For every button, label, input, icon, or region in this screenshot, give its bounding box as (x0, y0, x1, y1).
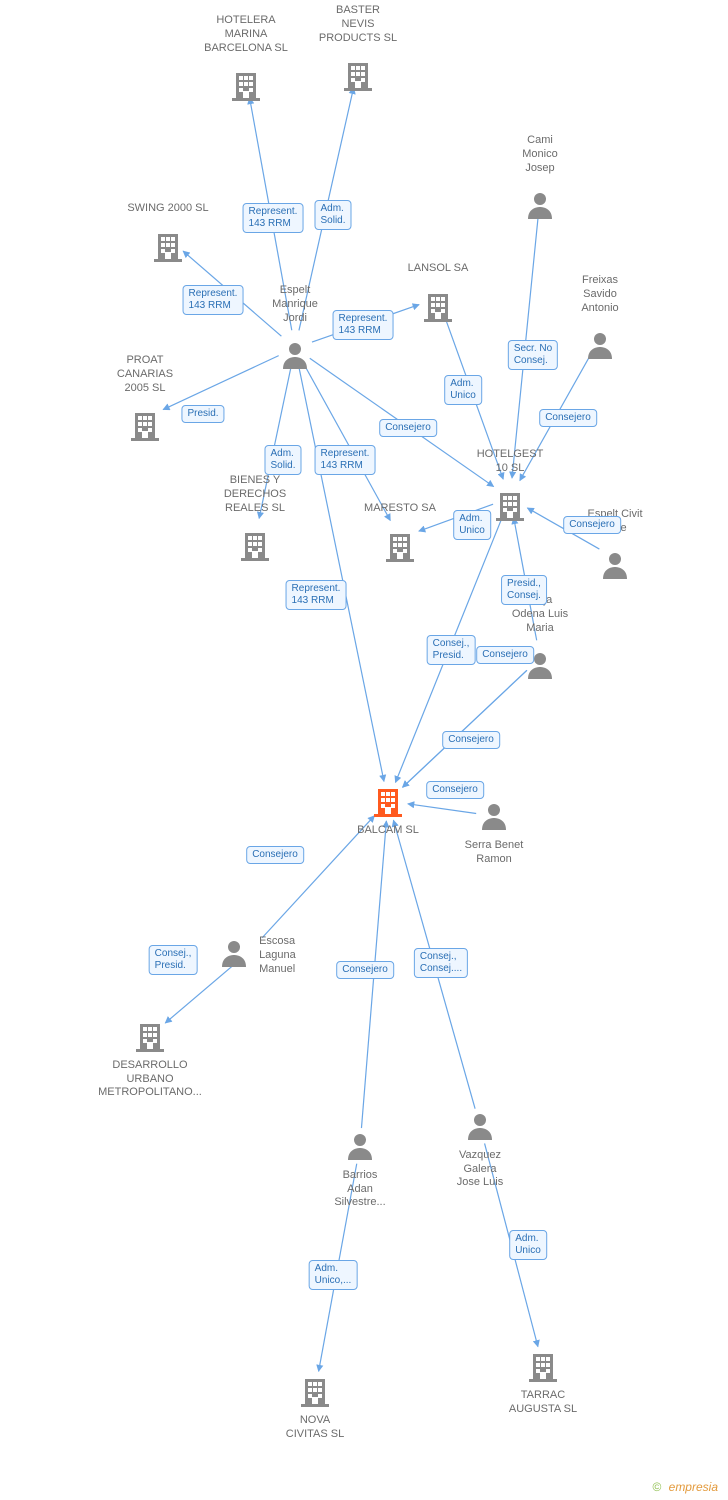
edge-label: Represent. 143 RRM (286, 580, 347, 610)
edge-label: Secr. No Consej. (508, 340, 558, 370)
node-aluja: Aluja Odena Luis Maria (485, 594, 595, 688)
company-icon (494, 489, 526, 526)
edge-label: Consejero (476, 646, 534, 664)
company-icon (372, 785, 404, 822)
edge-label: Represent. 143 RRM (315, 445, 376, 475)
node-swing: SWING 2000 SL (113, 202, 223, 268)
edge-line (304, 364, 391, 521)
node-hotelera: HOTELERA MARINA BARCELONA SL (191, 14, 301, 108)
node-serra: Serra Benet Ramon (439, 800, 549, 866)
edge-label: Consejero (442, 731, 500, 749)
edge-label: Adm. Unico (509, 1230, 547, 1260)
node-label: DESARROLLO URBANO METROPOLITANO... (95, 1059, 205, 1100)
person-icon (599, 549, 631, 586)
edge-label: Consejero (379, 419, 437, 437)
edge-label: Adm. Unico (453, 510, 491, 540)
company-icon (152, 230, 184, 267)
edge-label: Represent. 143 RRM (183, 285, 244, 315)
node-label: BIENES Y DERECHOS REALES SL (200, 474, 310, 515)
edge-label: Adm. Solid. (264, 445, 301, 475)
node-label: HOTELGEST 10 SL (455, 448, 565, 476)
edge-label: Consej., Presid. (427, 635, 476, 665)
node-label: NOVA CIVITAS SL (260, 1414, 370, 1442)
node-barrios: Barrios Adan Silvestre... (305, 1130, 415, 1210)
edge-label: Consejero (246, 846, 304, 864)
footer-watermark: © empresia (652, 1480, 718, 1494)
person-icon (478, 800, 510, 837)
edge-line (403, 670, 527, 787)
node-tarrac: TARRAC AUGUSTA SL (488, 1350, 598, 1416)
edge-label: Adm. Unico,... (309, 1260, 358, 1290)
company-icon (422, 290, 454, 327)
node-label: Vazquez Galera Jose Luis (425, 1149, 535, 1190)
node-freixas: Freixas Savido Antonio (545, 274, 655, 368)
company-icon (239, 529, 271, 566)
edge-label: Consejero (336, 961, 394, 979)
copyright-symbol: © (652, 1480, 661, 1494)
node-label: LANSOL SA (383, 262, 493, 276)
node-nova: NOVA CIVITAS SL (260, 1375, 370, 1441)
edge-label: Adm. Solid. (314, 200, 351, 230)
person-icon (524, 189, 556, 226)
person-icon (464, 1110, 496, 1147)
node-cami: Cami Monico Josep (485, 134, 595, 228)
edge-label: Presid. (181, 405, 224, 423)
network-diagram: HOTELERA MARINA BARCELONA SL BASTER NEVI… (0, 0, 728, 1500)
edge-label: Consej., Presid. (149, 945, 198, 975)
edges-layer (0, 0, 728, 1500)
node-label: Serra Benet Ramon (439, 839, 549, 867)
company-icon (384, 530, 416, 567)
company-icon (134, 1020, 166, 1057)
node-desarrollo: DESARROLLO URBANO METROPOLITANO... (95, 1020, 205, 1100)
node-label: Barrios Adan Silvestre... (305, 1169, 415, 1210)
edge-label: Represent. 143 RRM (243, 203, 304, 233)
edge-line (299, 366, 384, 782)
person-icon (584, 329, 616, 366)
node-label: PROAT CANARIAS 2005 SL (90, 354, 200, 395)
edge-label: Consejero (563, 516, 621, 534)
edge-label: Represent. 143 RRM (333, 310, 394, 340)
edge-label: Presid., Consej. (501, 575, 547, 605)
edge-label: Consejero (539, 409, 597, 427)
edge-label: Consej., Consej.... (414, 948, 468, 978)
company-icon (342, 59, 374, 96)
company-icon (230, 69, 262, 106)
person-icon (279, 339, 311, 376)
person-icon (344, 1130, 376, 1167)
node-proat: PROAT CANARIAS 2005 SL (90, 354, 200, 448)
company-icon (129, 409, 161, 446)
node-label: SWING 2000 SL (113, 202, 223, 216)
node-label: BASTER NEVIS PRODUCTS SL (303, 4, 413, 45)
company-icon (527, 1350, 559, 1387)
node-vazquez: Vazquez Galera Jose Luis (425, 1110, 535, 1190)
company-icon (299, 1375, 331, 1412)
node-label: BALCAM SL (333, 824, 443, 838)
brand-name: empresia (669, 1480, 718, 1494)
node-label: MARESTO SA (345, 502, 455, 516)
node-label: Freixas Savido Antonio (545, 274, 655, 315)
edge-label: Adm. Unico (444, 375, 482, 405)
node-lansol: LANSOL SA (383, 262, 493, 328)
node-label: HOTELERA MARINA BARCELONA SL (191, 14, 301, 55)
node-maresto: MARESTO SA (345, 502, 455, 568)
node-label: TARRAC AUGUSTA SL (488, 1389, 598, 1417)
node-label: Escosa Laguna Manuel (259, 935, 296, 976)
node-label: Cami Monico Josep (485, 134, 595, 175)
edge-line (403, 670, 527, 787)
edge-label: Consejero (426, 781, 484, 799)
node-bienes: BIENES Y DERECHOS REALES SL (200, 474, 310, 568)
node-baster: BASTER NEVIS PRODUCTS SL (303, 4, 413, 98)
